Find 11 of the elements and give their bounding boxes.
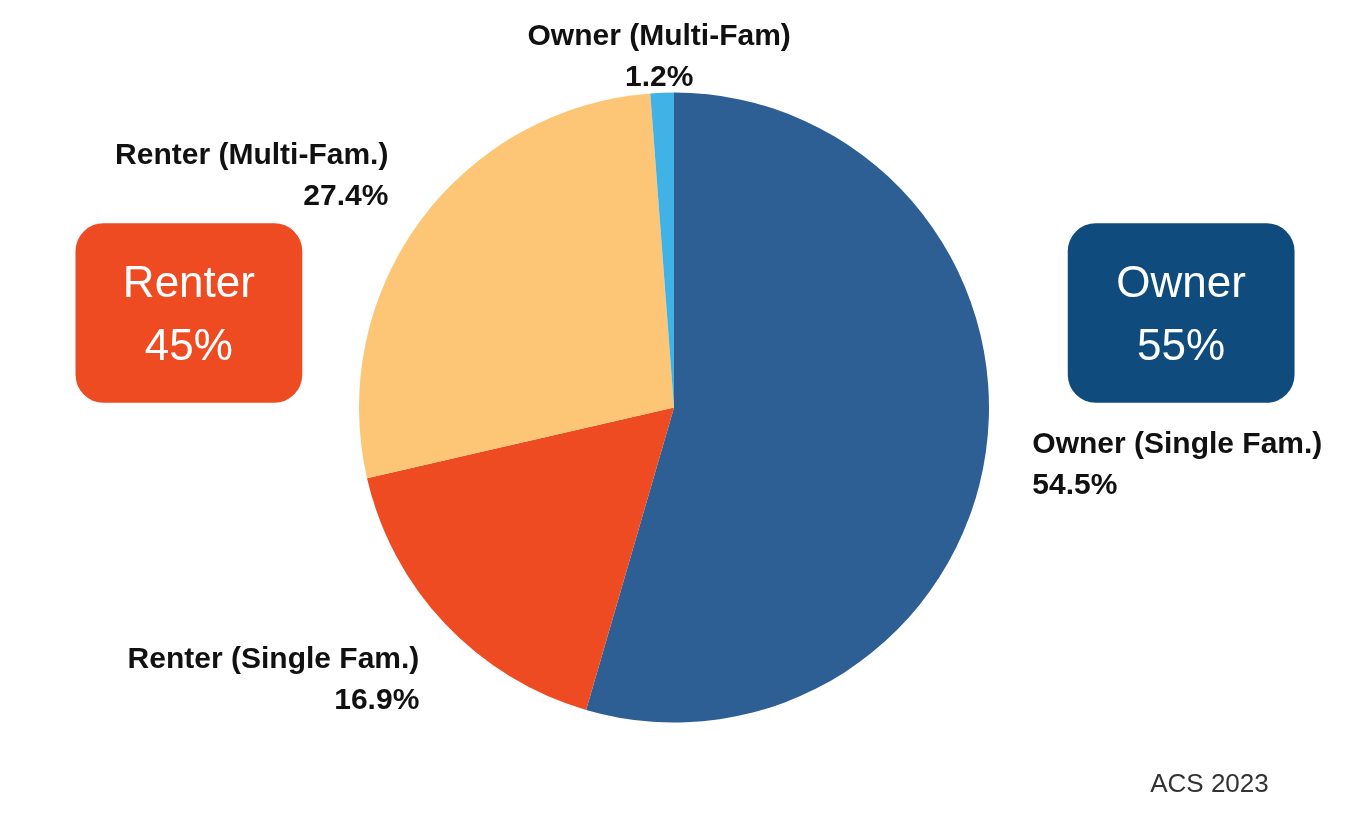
text: ACS 2023 bbox=[1150, 768, 1269, 798]
slice-label: Renter (Single Fam.) bbox=[127, 640, 420, 674]
data-label: 27.4% bbox=[303, 178, 389, 212]
slice-label: Owner (Single Fam.) bbox=[1032, 426, 1323, 459]
text: Renter 45% bbox=[122, 257, 255, 369]
data-label: 54.5% bbox=[1032, 466, 1118, 500]
slice-label: Owner (Multi-Fam) bbox=[527, 17, 791, 51]
data-label: 1.2% bbox=[624, 58, 694, 92]
slice-label: Renter (Multi-Fam.) bbox=[115, 137, 389, 171]
text: Owner 55% bbox=[1116, 257, 1246, 369]
data-label: 16.9% bbox=[334, 681, 420, 715]
